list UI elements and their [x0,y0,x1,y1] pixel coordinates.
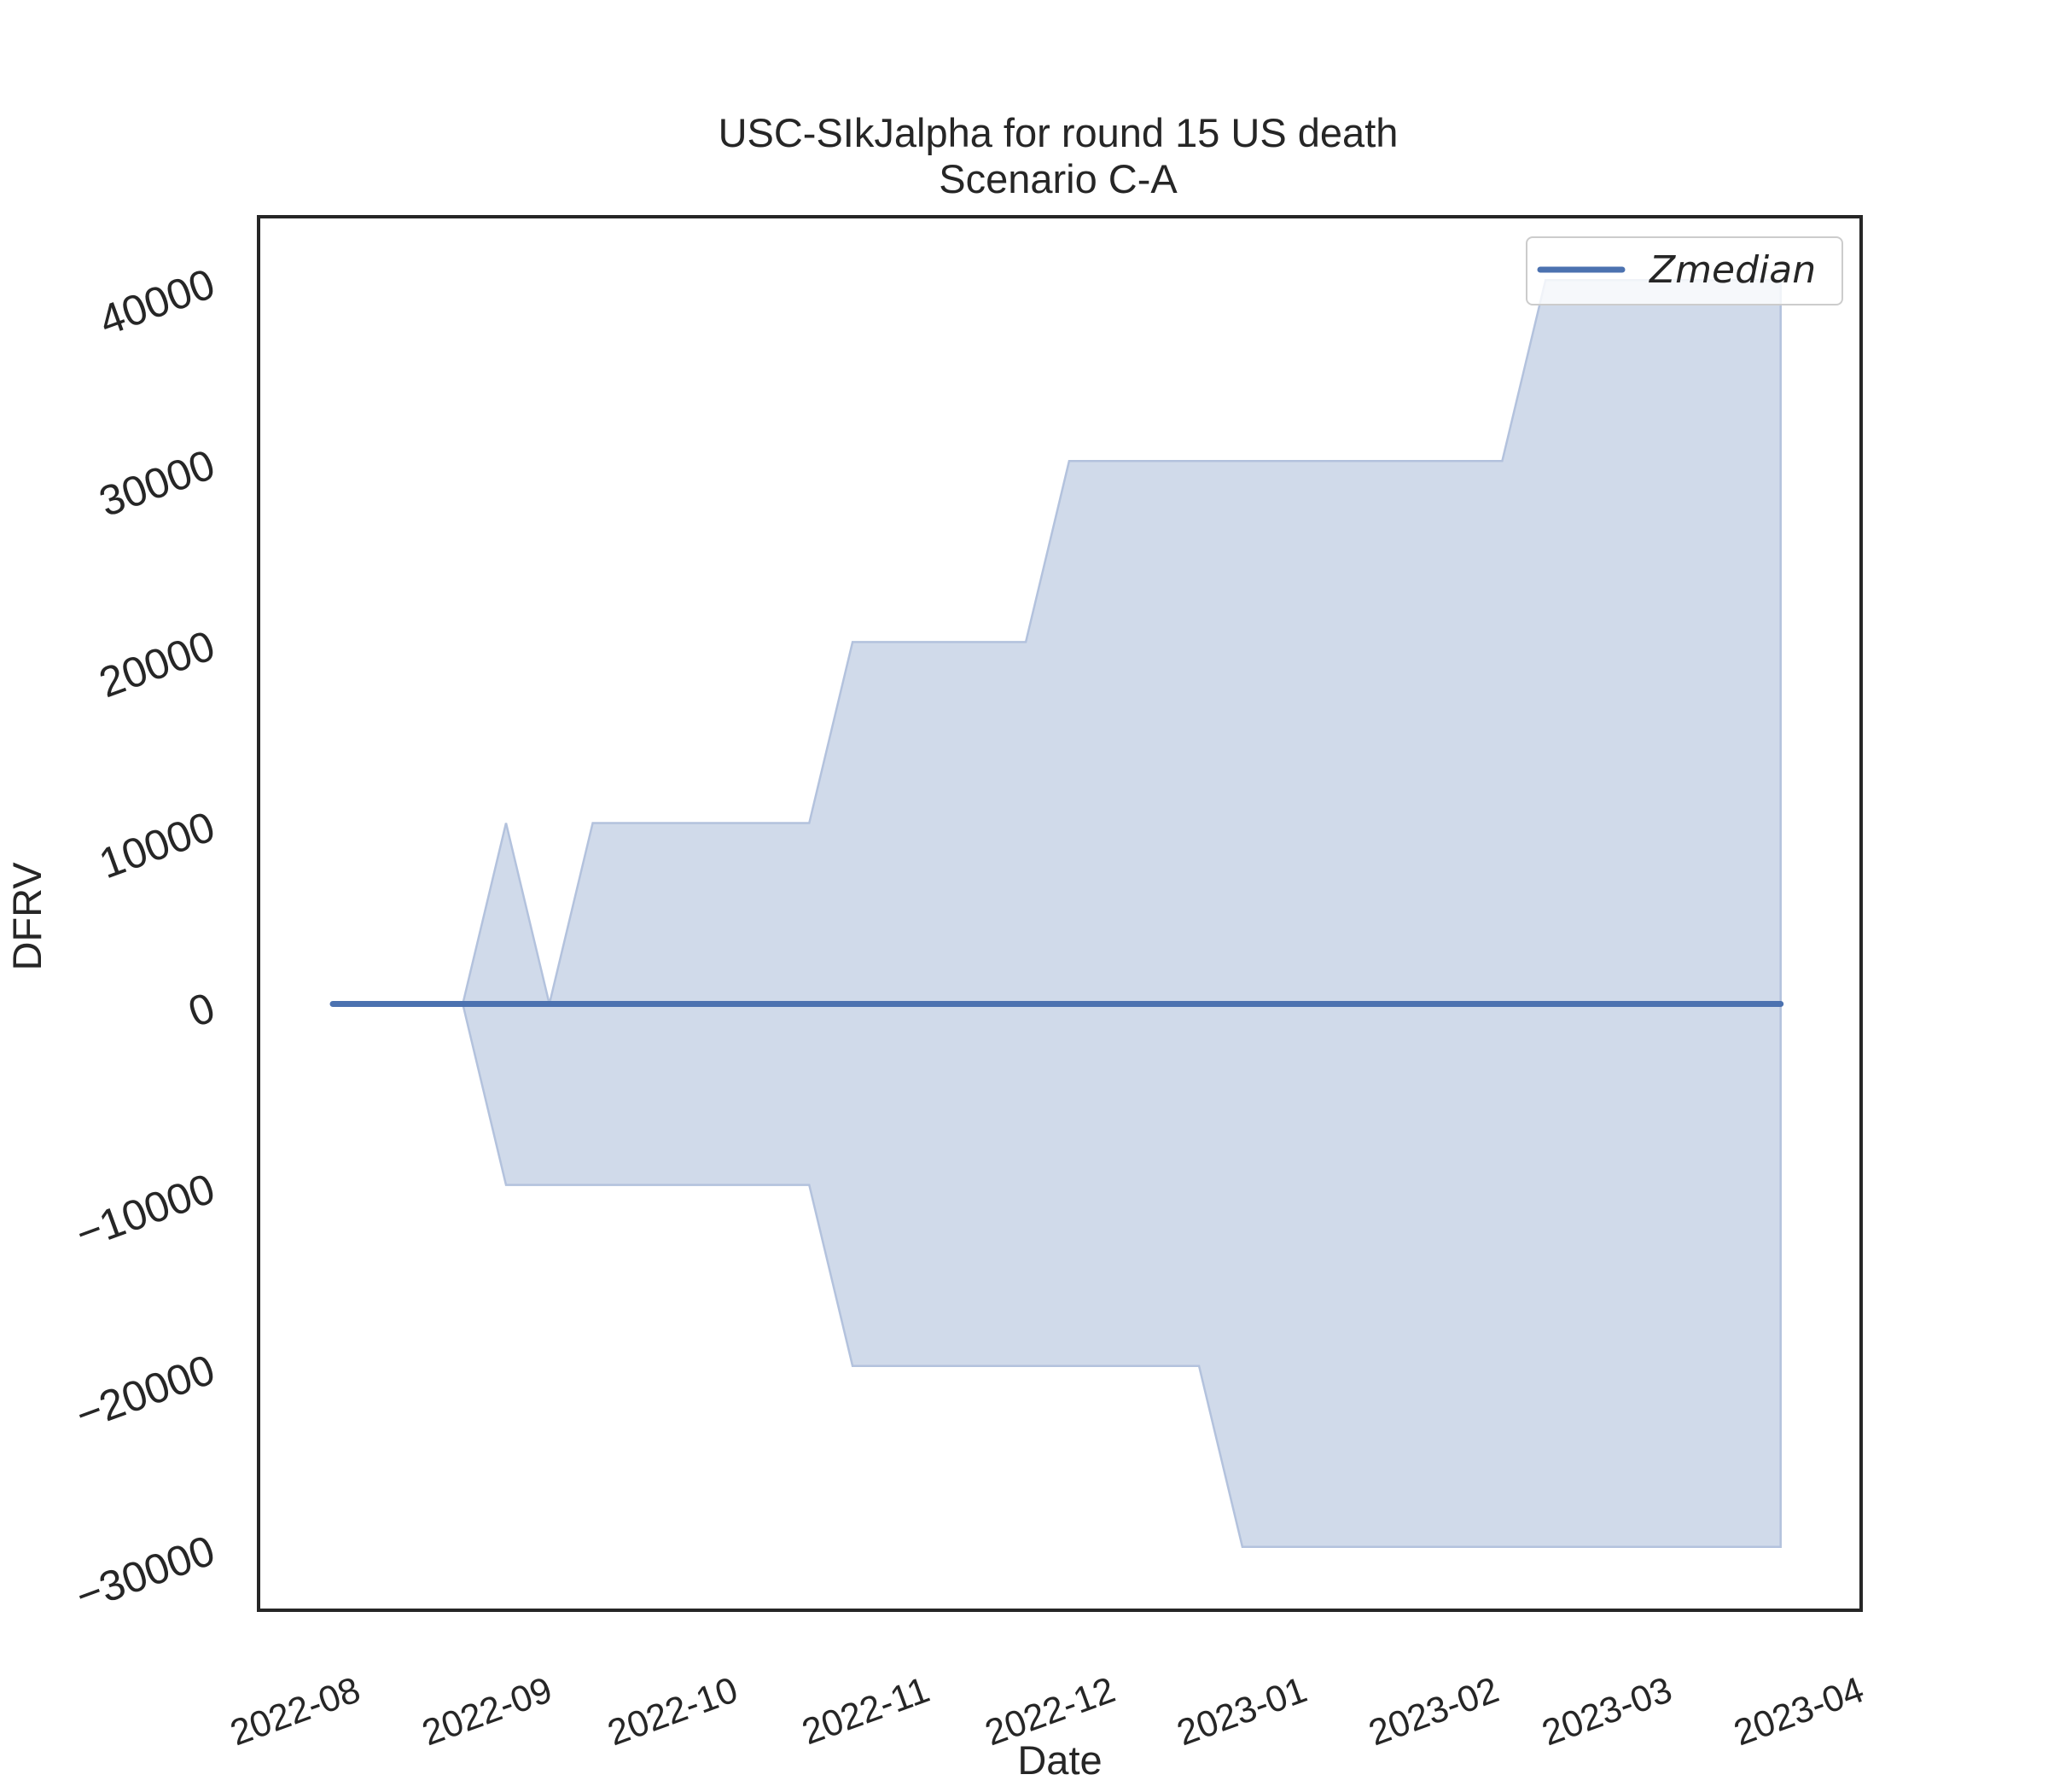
x-tick-label: 2023-04 [1729,1669,1870,1754]
y-tick-label: −30000 [70,1527,221,1620]
uncertainty-band-layer [462,278,1782,1549]
uncertainty-band [462,278,1782,1549]
x-tick-label: 2023-03 [1537,1669,1678,1754]
y-tick-label: 20000 [93,621,221,707]
x-tick-label: 2022-11 [797,1669,935,1753]
chart-title: USC-SIkJalpha for round 15 US death [719,110,1399,155]
legend-box [1526,236,1843,305]
plot-area [257,215,1863,1612]
x-tick-label: 2023-02 [1364,1669,1504,1754]
y-tick-label: 40000 [93,259,221,345]
plot-frame [257,215,1863,1612]
y-axis-ticks: −30000 −20000 −10000 0 10000 20000 30000 40000 [70,259,221,1620]
y-tick-label: −10000 [70,1164,221,1258]
x-tick-label: 2022-09 [417,1669,558,1754]
y-tick-label: 30000 [93,440,221,526]
x-tick-label: 2022-10 [602,1669,743,1754]
x-axis-label: Date [1017,1737,1102,1783]
x-tick-label: 2023-01 [1172,1669,1312,1754]
legend-label-zmedian: Zmedian [1649,248,1816,292]
y-tick-label: −20000 [70,1345,221,1439]
y-axis-label: DFRV [4,862,49,971]
y-tick-label: 0 [182,983,220,1036]
x-tick-label: 2022-08 [225,1669,366,1754]
legend: Zmedian [1526,236,1843,305]
chart-subtitle: Scenario C-A [939,156,1178,201]
y-tick-label: 10000 [93,802,221,887]
